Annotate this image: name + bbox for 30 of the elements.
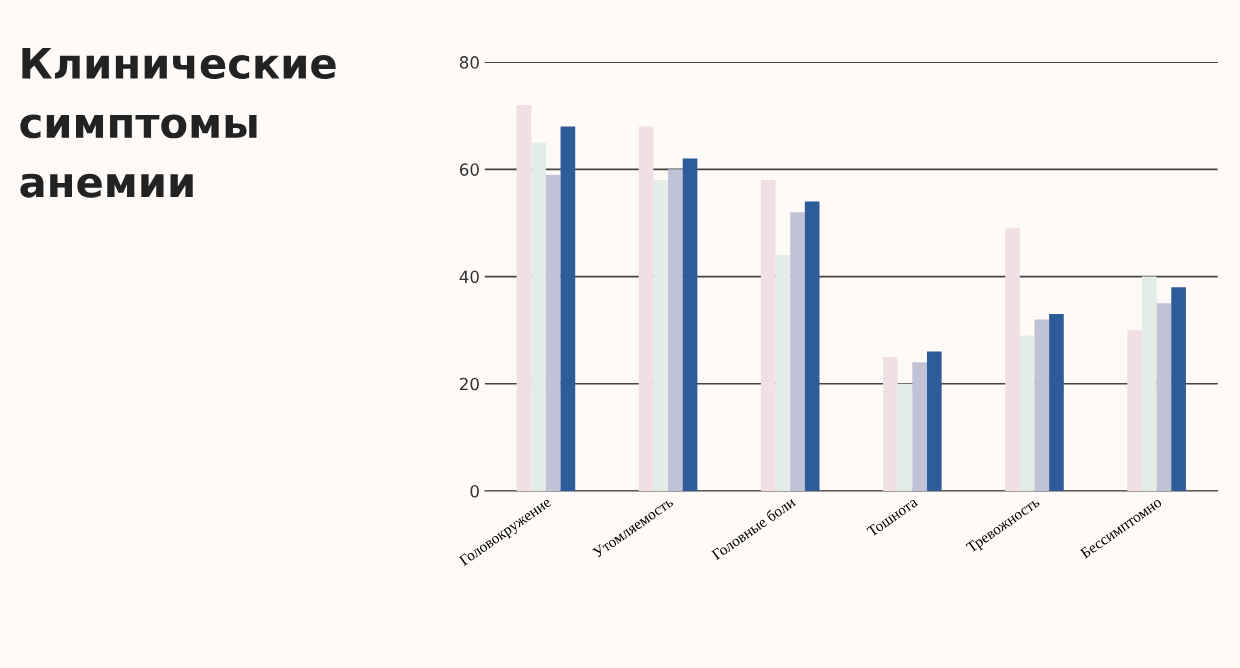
bar <box>775 255 791 491</box>
bar <box>912 362 927 491</box>
bar <box>668 169 683 491</box>
y-tick-label: 0 <box>470 484 479 498</box>
bar <box>790 212 805 491</box>
bar <box>638 126 654 491</box>
bar <box>1019 335 1035 491</box>
y-tick-label: 40 <box>459 270 479 284</box>
bar <box>653 180 669 491</box>
bar <box>1141 276 1157 491</box>
bar <box>897 383 913 491</box>
bar <box>560 126 576 491</box>
bar <box>1156 303 1172 491</box>
bar <box>1049 314 1064 491</box>
bar <box>531 142 546 491</box>
bar <box>545 174 561 491</box>
bar <box>1005 228 1020 491</box>
bar <box>760 180 776 491</box>
bar <box>1127 330 1142 491</box>
bar <box>926 351 942 491</box>
text: Клинические симптомы анемии <box>20 48 336 198</box>
y-tick-label: 60 <box>459 163 479 176</box>
bar <box>1171 287 1186 491</box>
bar <box>516 105 532 491</box>
bar <box>804 201 820 491</box>
bar <box>1034 319 1050 491</box>
y-tick-label: 80 <box>459 56 479 69</box>
bar <box>883 356 898 491</box>
bar <box>682 158 698 491</box>
y-tick-label: 20 <box>459 377 479 391</box>
